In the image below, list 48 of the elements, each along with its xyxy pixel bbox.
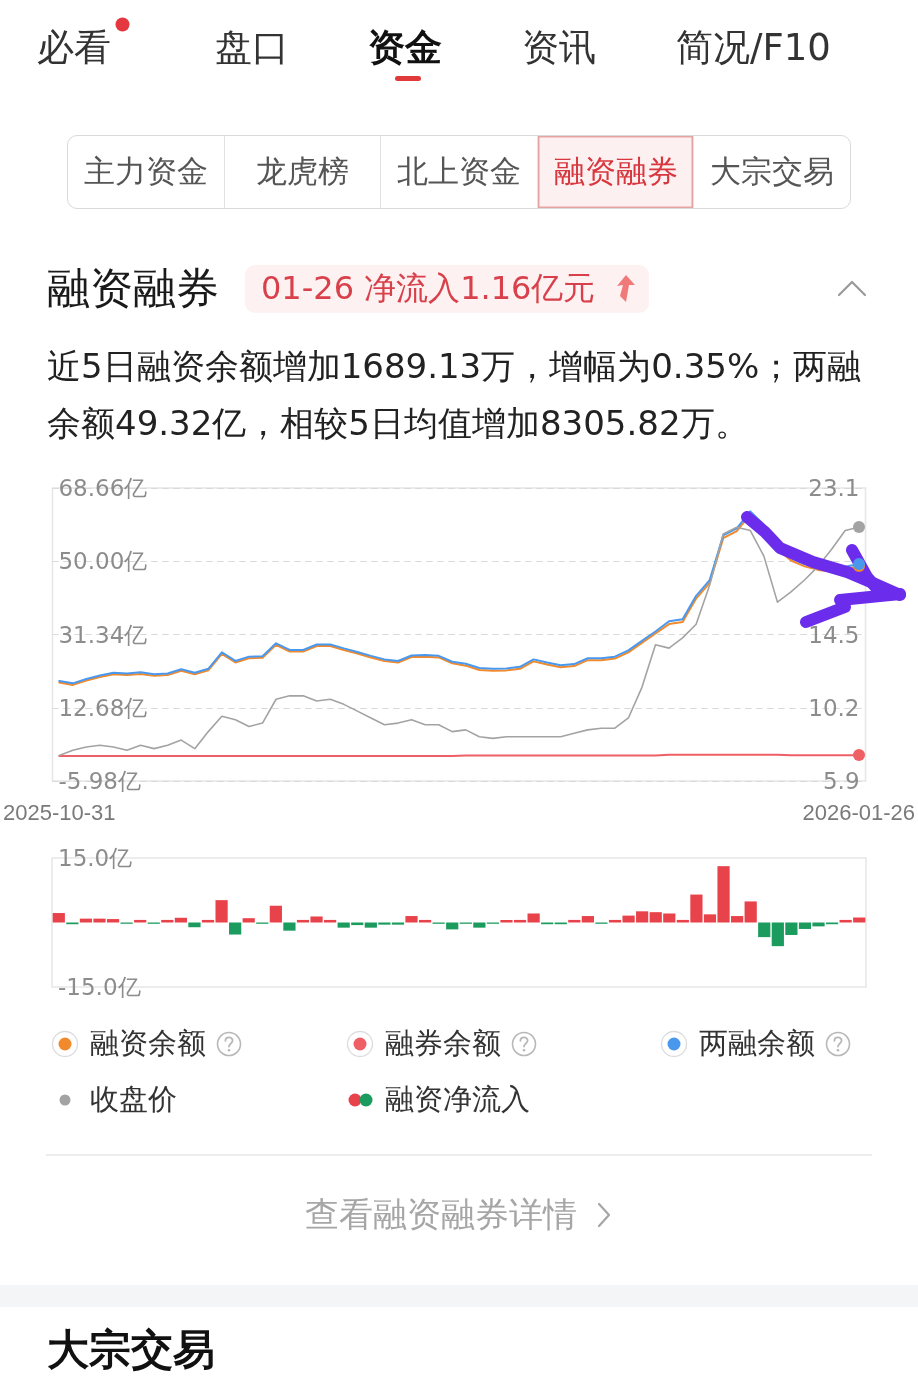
bar <box>527 913 540 923</box>
y2-tick-label: 5.9 <box>822 768 860 794</box>
bar <box>52 913 65 923</box>
y2-tick-label: 23.1 <box>808 475 860 501</box>
legend-label: 融券余额 <box>385 1025 501 1062</box>
text: 近5日融资余额增加1689.13万，增幅为0.35%；两融余额49.32亿，相较5日均值增加8305.82万。 <box>47 345 863 445</box>
chart-title: 融资融券 <box>47 262 219 314</box>
x-tick-label: 2026-01-26 <box>802 799 916 825</box>
text: 主力资金 <box>82 152 209 191</box>
text: 简况/F10 <box>676 25 831 71</box>
text: 资金 <box>368 25 442 71</box>
bar <box>229 922 242 935</box>
text: 大宗交易 <box>693 136 850 208</box>
y-tick-label: 12.68亿 <box>58 694 148 721</box>
y-tick-label: 50.00亿 <box>58 548 148 575</box>
text: 必看 <box>37 25 111 71</box>
bar <box>174 917 187 923</box>
bar <box>568 919 581 923</box>
bar <box>134 919 147 923</box>
y-tick-label: -15.0亿 <box>58 974 141 1000</box>
text: 盘口 <box>215 25 289 71</box>
y-tick-label: 68.66亿 <box>58 475 148 501</box>
bar <box>161 919 174 923</box>
text: 资讯 <box>522 25 596 71</box>
legend-label: 融资净流入 <box>385 1081 530 1118</box>
y-tick-label: 31.34亿 <box>58 621 148 648</box>
bar <box>283 922 296 931</box>
chart-subtitle: 01-26 净流入1.16亿元 <box>261 268 596 309</box>
text: 大宗交易 <box>47 1325 215 1374</box>
text: 龙虎榜 <box>223 136 381 208</box>
y-tick-label: 15.0亿 <box>58 845 133 871</box>
bar <box>581 916 594 923</box>
y2-tick-label: 14.5 <box>808 621 860 648</box>
text: 融资融券 <box>536 136 694 208</box>
bar <box>391 922 405 925</box>
bar <box>758 922 771 938</box>
y-tick-label: -5.98亿 <box>58 768 141 794</box>
y2-tick-label: 10.2 <box>808 694 860 721</box>
bar <box>242 918 255 923</box>
text: 北上资金 <box>380 136 537 208</box>
bar <box>744 901 757 923</box>
text: 查看融资融券详情 <box>305 1193 577 1236</box>
legend-label: 融资余额 <box>90 1025 206 1062</box>
legend-label: 两融余额 <box>699 1025 815 1062</box>
legend-label: 收盘价 <box>90 1081 177 1118</box>
bar <box>269 905 282 923</box>
bar <box>188 922 201 928</box>
x-tick-label: 2025-10-31 <box>2 799 116 825</box>
